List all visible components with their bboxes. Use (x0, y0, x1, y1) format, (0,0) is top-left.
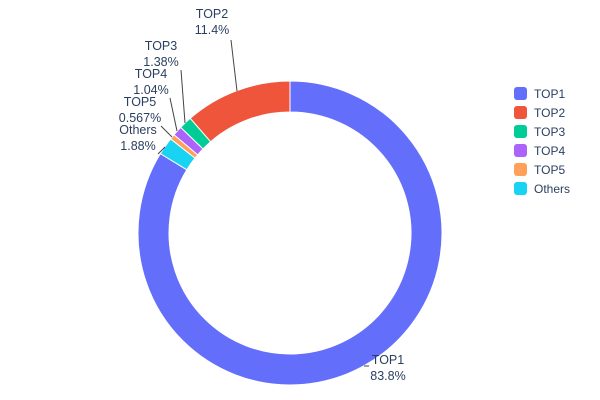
legend-swatch-icon (514, 182, 527, 195)
label-leader-lines (157, 39, 369, 367)
slice-label-top3: TOP3 1.38% (143, 38, 178, 70)
leader-line-others (157, 146, 166, 155)
legend-item-top5[interactable]: TOP5 (514, 160, 570, 179)
slice-label-name: TOP5 (123, 95, 157, 109)
slice-label-top2: TOP2 11.4% (195, 6, 230, 38)
slice-label-top4: TOP4 1.04% (133, 66, 168, 98)
leader-line-top4 (169, 97, 178, 132)
slice-label-percent: 1.88% (120, 139, 156, 153)
legend-item-others[interactable]: Others (514, 179, 570, 198)
legend-label: TOP3 (534, 124, 566, 139)
slice-label-percent: 11.4% (194, 23, 230, 37)
donut-slices (137, 80, 443, 386)
slice-label-top5: TOP5 0.567% (119, 94, 161, 126)
legend-item-top3[interactable]: TOP3 (514, 122, 570, 141)
slice-label-percent: 1.38% (143, 55, 179, 69)
legend-label: TOP1 (534, 86, 566, 101)
legend-label: Others (534, 181, 571, 196)
legend-item-top2[interactable]: TOP2 (514, 103, 570, 122)
legend-swatch-icon (514, 163, 527, 176)
slice-label-percent: 83.8% (370, 369, 406, 383)
legend-swatch-icon (514, 144, 527, 157)
legend-item-top4[interactable]: TOP4 (514, 141, 570, 160)
legend-swatch-icon (514, 125, 527, 138)
legend-item-top1[interactable]: TOP1 (514, 84, 570, 103)
legend-swatch-icon (514, 106, 527, 119)
slice-label-name: TOP1 (371, 353, 405, 367)
leader-line-top2 (230, 39, 238, 92)
legend-label: TOP4 (534, 143, 566, 158)
legend-swatch-icon (514, 87, 527, 100)
pie-slice-top2[interactable] (189, 80, 291, 143)
leader-line-top5 (160, 125, 173, 138)
slice-label-name: TOP4 (134, 67, 168, 81)
slice-label-percent: 1.04% (133, 83, 169, 97)
pie-slice-top1[interactable] (137, 80, 443, 386)
slice-label-top1: TOP1 83.8% (370, 352, 405, 384)
leader-line-top3 (180, 69, 186, 124)
slice-label-others: Others 1.88% (119, 122, 157, 154)
slice-label-name: TOP2 (195, 7, 229, 21)
slice-label-percent: 0.567% (118, 111, 162, 125)
legend-label: TOP2 (534, 105, 566, 120)
chart-legend: TOP1 TOP2 TOP3 TOP4 TOP5 Others (514, 84, 570, 198)
slice-label-name: TOP3 (144, 39, 178, 53)
legend-label: TOP5 (534, 162, 566, 177)
slice-label-name: Others (119, 123, 157, 137)
